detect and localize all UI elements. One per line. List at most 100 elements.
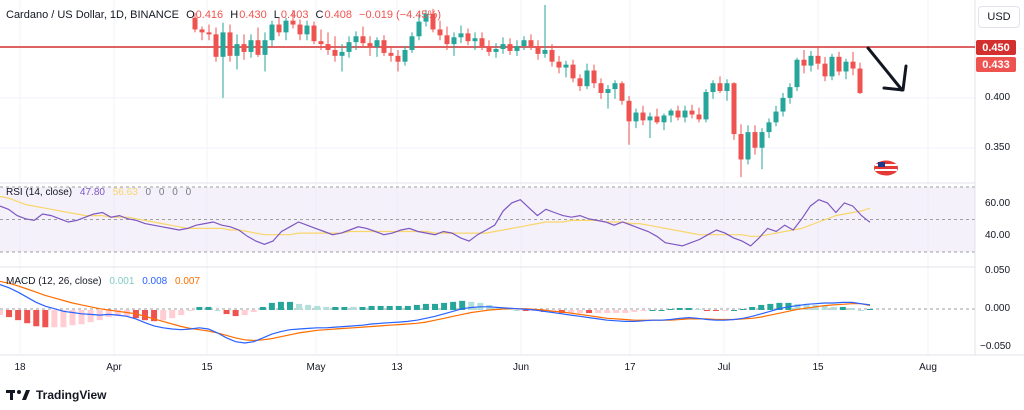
rsi-value: 47.80 <box>79 187 105 198</box>
macd-histogram-bar <box>649 310 656 311</box>
macd-title[interactable]: MACD (12, 26, close) <box>6 276 102 287</box>
candle-body <box>731 83 737 135</box>
macd-histogram-bar <box>404 305 411 310</box>
macd-histogram-bar <box>685 307 692 310</box>
macd-histogram-bar <box>24 310 31 324</box>
y-tick: 0.400 <box>985 92 1011 103</box>
macd-histogram-bar <box>794 303 801 310</box>
candle-body <box>437 29 443 36</box>
candle-body <box>311 25 317 42</box>
macd-histogram-bar <box>694 308 701 310</box>
macd-histogram-bar <box>214 310 221 311</box>
macd-legend: MACD (12, 26, close) 0.001 0.008 0.007 <box>6 276 205 287</box>
macd-histogram-bar <box>332 306 339 310</box>
currency-button[interactable]: USD <box>978 6 1020 28</box>
rsi-title[interactable]: RSI (14, close) <box>6 187 73 198</box>
candle-body <box>521 40 527 47</box>
macd-histogram-bar <box>178 310 185 316</box>
x-tick: 15 <box>812 362 824 373</box>
candle-body <box>332 49 338 56</box>
x-tick: Jul <box>717 362 731 373</box>
candle-body <box>234 44 240 56</box>
candle-body <box>507 44 513 51</box>
macd-histogram-bar <box>359 306 366 310</box>
brand-footer[interactable]: TradingView <box>6 388 106 402</box>
candle-body <box>360 36 366 44</box>
x-tick: Apr <box>106 362 122 373</box>
candle-body <box>843 61 849 72</box>
low-value: 0.403 <box>280 9 309 21</box>
candle-body <box>570 64 576 79</box>
candle-body <box>668 110 674 116</box>
candle-body <box>752 132 758 148</box>
macd-histogram-bar <box>395 305 402 310</box>
candle-body <box>556 61 562 68</box>
candle-body <box>605 89 611 93</box>
macd-histogram-bar <box>740 308 747 310</box>
candle-body <box>850 61 856 69</box>
macd-histogram-bar <box>486 304 493 310</box>
x-tick: Aug <box>919 362 937 373</box>
candle-body <box>640 112 646 121</box>
candle-body <box>717 83 723 92</box>
macd-histogram-bar <box>767 303 774 310</box>
candle-body <box>486 46 492 52</box>
open-value: 0.416 <box>195 9 224 21</box>
macd-histogram-bar <box>33 310 40 327</box>
macd-histogram-bar <box>232 310 239 317</box>
candle-body <box>815 55 821 64</box>
candle-body <box>423 13 429 22</box>
macd-histogram-bar <box>305 304 312 310</box>
macd-histogram-bar <box>259 306 266 310</box>
y-tick: 0.350 <box>985 142 1011 153</box>
candle-body <box>738 134 744 160</box>
low-label: L <box>273 9 280 21</box>
candle-body <box>206 32 212 35</box>
symbol-title[interactable]: Cardano / US Dollar, 1D, BINANCE <box>6 9 180 21</box>
macd-histogram-bar <box>567 310 574 314</box>
macd-histogram-bar <box>250 310 257 313</box>
candle-body <box>493 48 499 52</box>
candle-body <box>682 110 688 118</box>
macd-histogram-bar <box>350 306 357 310</box>
macd-histogram-bar <box>268 302 275 310</box>
macd-histogram-bar <box>296 303 303 310</box>
open-label: O <box>186 9 195 21</box>
macd-histogram-bar <box>812 304 819 310</box>
rsi-ma-value: 56.63 <box>112 187 138 198</box>
rsi-extra: 0 <box>158 187 165 198</box>
us-flag-icon <box>874 160 898 176</box>
candle-body <box>479 38 485 47</box>
macd-histogram-bar <box>60 310 67 328</box>
macd-histogram-bar <box>51 310 58 328</box>
macd-y-tick: 0.000 <box>985 303 1011 314</box>
candle-body <box>857 68 863 93</box>
macd-histogram-bar <box>341 306 348 310</box>
chart-legend: Cardano / US Dollar, 1D, BINANCE O0.416 … <box>6 9 445 21</box>
candle-body <box>318 41 324 45</box>
macd-histogram-bar <box>749 306 756 310</box>
x-tick: Jun <box>512 362 530 373</box>
candle-body <box>689 110 695 115</box>
tradingview-logo-icon <box>6 388 32 402</box>
candle-body <box>780 97 786 112</box>
macd-signal-line <box>0 280 871 342</box>
candle-body <box>430 13 436 30</box>
macd-histogram-bar <box>386 305 393 310</box>
candle-body <box>444 35 450 45</box>
candle-body <box>549 49 555 62</box>
macd-signal-value: 0.007 <box>175 276 201 287</box>
macd-histogram-bar <box>495 306 502 310</box>
candle-body <box>829 56 835 77</box>
candle-body <box>220 32 226 57</box>
candle-body <box>248 40 254 52</box>
candle-body <box>374 40 380 48</box>
macd-histogram-bar <box>205 306 212 310</box>
candle-body <box>500 44 506 49</box>
candle-body <box>759 132 765 148</box>
candle-body <box>472 38 478 42</box>
candle-body <box>199 29 205 33</box>
macd-histogram-bar <box>142 310 148 321</box>
rsi-extra: 0 <box>145 187 152 198</box>
